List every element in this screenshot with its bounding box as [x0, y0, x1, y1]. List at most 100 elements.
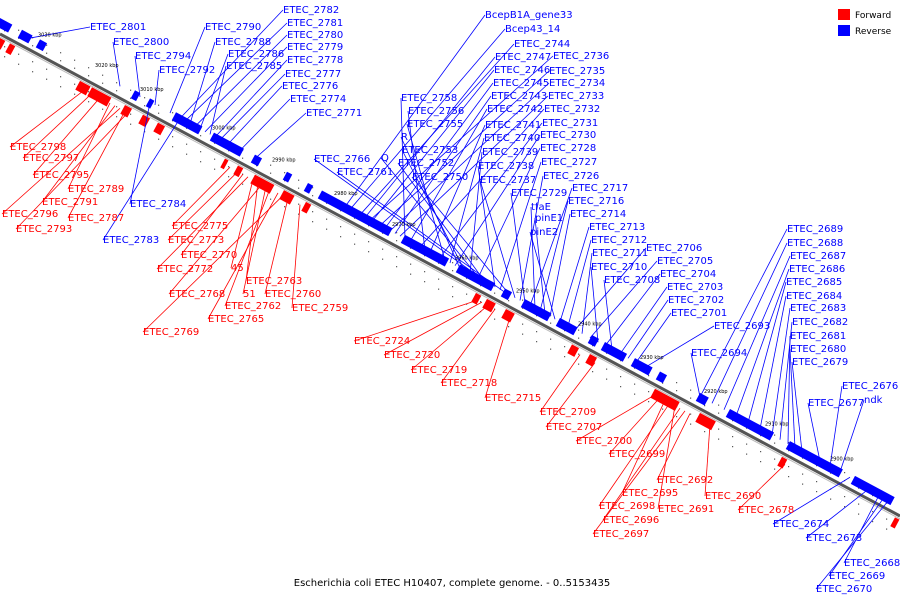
guide-dot [368, 225, 370, 227]
legend: Forward Reverse [838, 9, 892, 37]
guide-dot [18, 53, 20, 55]
gene-label: ETEC_2750 [412, 172, 468, 183]
label-connector [401, 149, 466, 272]
label-connector [590, 266, 599, 343]
label-connector [349, 28, 506, 210]
guide-dot [438, 262, 440, 264]
guide-dot [74, 67, 76, 69]
label-connector [254, 112, 307, 159]
label-connector [439, 122, 543, 258]
label-connector [383, 301, 483, 356]
gene-label: ETEC_2763 [246, 276, 302, 287]
reverse-gene [600, 342, 628, 362]
guide-dot [760, 435, 762, 437]
gene-label: ETEC_2736 [553, 51, 609, 62]
label-connector [539, 354, 581, 413]
gene-label: ETEC_2777 [285, 69, 341, 80]
guide-dot [340, 226, 342, 228]
guide-dot [46, 78, 48, 80]
guide-dot [354, 233, 356, 235]
label-connector [1, 107, 121, 215]
gene-label: ETEC_2759 [292, 303, 348, 314]
gene-label: ETEC_2746 [494, 65, 550, 76]
gene-labels: ETEC_2801 ETEC_2800 ETEC_2794 ETEC_2792 ETEC… [2, 5, 900, 595]
label-connector [608, 397, 661, 455]
guide-dot [438, 288, 440, 290]
gene-label: ETEC_2752 [398, 158, 454, 169]
guide-dot [46, 68, 48, 70]
guide-dot [74, 59, 76, 61]
guide-dot [270, 172, 272, 174]
gene-label: ETEC_2793 [16, 224, 72, 235]
guide-dot [690, 413, 692, 415]
guide-dot [158, 112, 160, 114]
guide-dot [354, 243, 356, 245]
guide-dot [592, 371, 594, 373]
gene-label: ETEC_2692 [657, 475, 713, 486]
gene-label: 51 [243, 289, 256, 300]
guide-dot [158, 104, 160, 106]
guide-dot [340, 236, 342, 238]
gene-label: ETEC_2699 [609, 449, 665, 460]
reverse-gene [400, 234, 450, 267]
forward-gene [75, 80, 91, 96]
gene-label: ETEC_2738 [478, 161, 534, 172]
guide-dot [186, 143, 188, 145]
guide-dot [634, 393, 636, 395]
guide-dot [298, 187, 300, 189]
guide-dot [130, 123, 132, 125]
reverse-gene [655, 371, 668, 384]
gene-label: ETEC_2776 [282, 81, 338, 92]
forward-gene [890, 517, 900, 529]
guide-dot [158, 138, 160, 140]
guide-dot [116, 116, 118, 118]
label-connector [477, 147, 541, 279]
gene-label: ETEC_2795 [33, 170, 89, 181]
gene-label: ETEC_2742 [487, 104, 543, 115]
reverse-gene [171, 112, 203, 135]
gene-label: ETEC_2760 [265, 289, 321, 300]
label-connector [477, 165, 496, 288]
guide-dot [60, 76, 62, 78]
gene-label: Q [381, 153, 389, 164]
gene-label: ETEC_2770 [181, 250, 237, 261]
label-connector [690, 352, 701, 397]
guide-dot [536, 315, 538, 317]
label-connector [603, 279, 613, 350]
gene-label: ETEC_2779 [287, 42, 343, 53]
guide-dot [578, 329, 580, 331]
label-connector [699, 228, 788, 398]
legend-reverse-swatch [838, 25, 850, 36]
guide-dot [32, 45, 34, 47]
gene-label: ETEC_2756 [408, 106, 464, 117]
label-connector [735, 268, 790, 417]
gene-label: ETEC_2702 [668, 295, 724, 306]
gene-label: ETEC_2743 [491, 91, 547, 102]
label-connector [239, 98, 291, 151]
label-connector [344, 14, 486, 208]
gene-label: ETEC_2762 [225, 301, 281, 312]
gene-label: ETEC_2735 [549, 66, 605, 77]
label-connector [291, 204, 301, 309]
label-connector [598, 402, 671, 507]
label-connector [364, 56, 496, 218]
reverse-gene [555, 317, 578, 336]
guide-dot [172, 112, 174, 114]
guide-dot [410, 247, 412, 249]
guide-dot [60, 52, 62, 54]
forward-gene [279, 190, 295, 205]
label-connector [142, 195, 284, 333]
guide-dot [830, 472, 832, 474]
label-connector [204, 46, 288, 133]
gene-label: Bcep43_14 [505, 24, 560, 35]
gene-label: ETEC_2709 [540, 407, 596, 418]
label-connector [772, 476, 851, 525]
scale-tick-label: 2960 kbp [455, 256, 479, 262]
guide-dot [298, 213, 300, 215]
label-connector [209, 65, 227, 135]
guide-dot [620, 360, 622, 362]
label-connector [411, 176, 511, 296]
guide-dot [396, 240, 398, 242]
guide-dot [172, 136, 174, 138]
